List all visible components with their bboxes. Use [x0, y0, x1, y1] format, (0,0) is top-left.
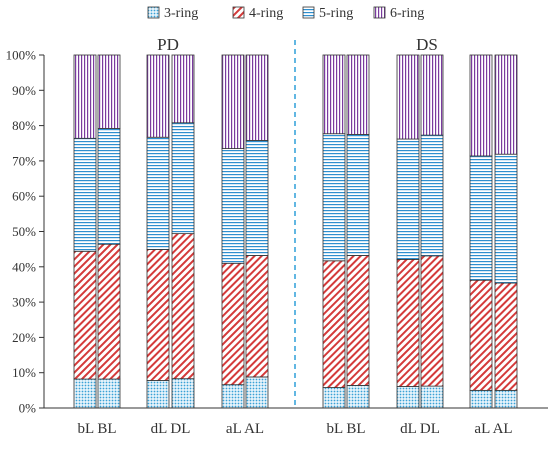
- bar-segment-6-ring: [73, 54, 97, 139]
- panel-title: PD: [157, 35, 179, 54]
- y-tick-label: 60%: [12, 189, 36, 204]
- y-tick-label: 10%: [12, 365, 36, 380]
- bar-segment-3-ring: [245, 376, 269, 409]
- bar-segment-5-ring: [322, 133, 346, 262]
- stacked-bar: [494, 54, 518, 409]
- bar-segment-6-ring: [221, 54, 245, 149]
- x-tick-label: dL DL: [151, 421, 191, 437]
- bar-segment-3-ring: [346, 385, 370, 409]
- bar-segment-4-ring: [469, 279, 493, 391]
- x-tick-label: dL DL: [400, 421, 440, 437]
- y-tick-label: 20%: [12, 330, 36, 345]
- bar-segment-6-ring: [322, 54, 346, 135]
- bar-segment-3-ring: [396, 386, 420, 409]
- x-tick-labels: bL BL dL DL aL AL bL BL dL DL aL AL: [77, 421, 512, 437]
- bar-segment-6-ring: [146, 54, 170, 138]
- y-tick-label: 0%: [19, 401, 37, 416]
- y-tick-label: 80%: [12, 118, 36, 133]
- bar-segment-4-ring: [245, 255, 269, 378]
- bar-segment-6-ring: [469, 54, 493, 157]
- stacked-bar: [420, 54, 444, 409]
- chart-legend: 3-ring 4-ring 5-ring 6-ring: [147, 6, 424, 21]
- x-tick-label: aL AL: [474, 421, 512, 437]
- bar-segment-4-ring: [494, 282, 518, 391]
- bar-segment-6-ring: [171, 54, 195, 124]
- legend-swatch: [302, 6, 315, 19]
- legend-label: 3-ring: [164, 6, 198, 21]
- legend-item-5-ring: 5-ring: [302, 6, 353, 21]
- bar-segment-4-ring: [221, 262, 245, 386]
- bar-segment-6-ring: [346, 54, 370, 135]
- bar-segment-6-ring: [245, 54, 269, 141]
- legend-item-6-ring: 6-ring: [373, 6, 424, 21]
- bar-marks: [73, 54, 518, 409]
- bar-segment-3-ring: [469, 389, 493, 409]
- bar-segment-4-ring: [171, 233, 195, 380]
- x-tick-label: aL AL: [226, 421, 264, 437]
- bar-segment-6-ring: [420, 54, 444, 136]
- stacked-bar: [469, 54, 493, 409]
- bar-segment-4-ring: [396, 258, 420, 387]
- bar-segment-5-ring: [97, 128, 121, 245]
- y-tick-labels: 0% 10% 20% 30% 40% 50% 60% 70% 80% 90% 100%: [6, 48, 37, 416]
- bar-segment-3-ring: [97, 378, 121, 409]
- panel-title: DS: [416, 35, 438, 54]
- stacked-bar: [245, 54, 269, 409]
- bar-segment-4-ring: [73, 250, 97, 380]
- bar-segment-4-ring: [420, 255, 444, 387]
- x-tick-label: bL BL: [326, 421, 365, 437]
- bar-segment-6-ring: [396, 54, 420, 140]
- bar-segment-4-ring: [97, 243, 121, 380]
- bar-segment-3-ring: [146, 380, 170, 409]
- bar-segment-3-ring: [420, 385, 444, 409]
- bar-segment-5-ring: [146, 136, 170, 250]
- stacked-bar: [322, 54, 346, 409]
- bar-segment-6-ring: [97, 54, 121, 129]
- y-tick-label: 30%: [12, 295, 36, 310]
- bar-segment-4-ring: [346, 255, 370, 386]
- stacked-bar: [146, 54, 170, 409]
- legend-swatch: [147, 6, 160, 19]
- y-tick-label: 100%: [6, 48, 37, 63]
- stacked-bar: [396, 54, 420, 409]
- stacked-bar: [97, 54, 121, 409]
- bar-segment-5-ring: [420, 134, 444, 257]
- legend-label: 4-ring: [249, 6, 283, 21]
- x-tick-label: bL BL: [77, 421, 116, 437]
- bar-segment-6-ring: [494, 54, 518, 155]
- bar-segment-3-ring: [171, 378, 195, 409]
- legend-swatch: [373, 6, 386, 19]
- bar-segment-3-ring: [494, 389, 518, 409]
- y-tick-label: 70%: [12, 153, 36, 168]
- stacked-bar: [346, 54, 370, 409]
- bar-segment-5-ring: [221, 148, 245, 264]
- bar-segment-5-ring: [346, 134, 370, 256]
- y-tick-label: 90%: [12, 83, 36, 98]
- legend-item-4-ring: 4-ring: [232, 6, 283, 21]
- bar-segment-3-ring: [73, 378, 97, 409]
- chart-axes: [39, 54, 548, 409]
- bar-segment-4-ring: [146, 249, 170, 381]
- y-tick-label: 40%: [12, 259, 36, 274]
- bar-segment-5-ring: [73, 137, 97, 252]
- bar-segment-3-ring: [322, 387, 346, 409]
- bar-segment-5-ring: [469, 155, 493, 281]
- bar-segment-5-ring: [245, 140, 269, 256]
- legend-label: 6-ring: [390, 6, 424, 21]
- bar-segment-5-ring: [171, 122, 195, 235]
- stacked-bar: [73, 54, 97, 409]
- stacked-bar: [171, 54, 195, 409]
- stacked-bar: [221, 54, 245, 409]
- bar-segment-5-ring: [396, 138, 420, 260]
- legend-label: 5-ring: [319, 6, 353, 21]
- y-tick-label: 50%: [12, 224, 36, 239]
- panel-titles: PD DS: [157, 35, 438, 54]
- bar-segment-5-ring: [494, 153, 518, 284]
- legend-swatch: [232, 6, 245, 19]
- bar-segment-3-ring: [221, 384, 245, 409]
- legend-item-3-ring: 3-ring: [147, 6, 198, 21]
- bar-segment-4-ring: [322, 260, 346, 388]
